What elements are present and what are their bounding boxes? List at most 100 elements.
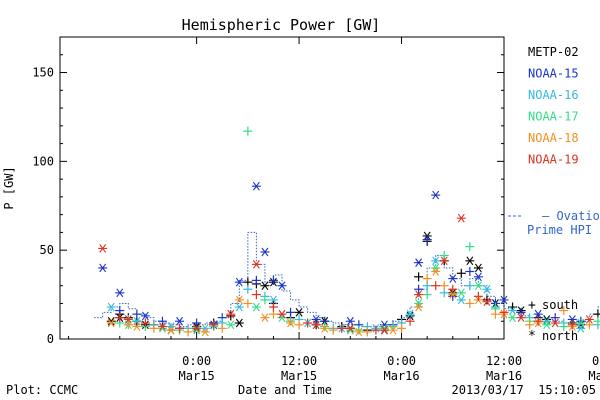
y-tick-label: 50 [40,243,54,257]
north-point [226,309,236,319]
north-point [157,324,167,333]
marker-legend-symbol: + [528,298,536,313]
y-tick-label: 0 [47,332,54,346]
north-point [456,288,466,298]
north-point [192,325,202,335]
north-point [542,315,552,324]
south-point [328,325,338,335]
north-point [465,256,475,266]
marker-legend-label: north [542,329,578,343]
south-point [115,313,125,323]
ovation-series [94,231,600,328]
south-point [320,322,330,332]
north-point [106,316,116,326]
south-point [251,290,261,300]
south-point [414,284,424,294]
south-point [465,242,475,252]
x-tick-label-time: 12:00 [486,354,522,368]
north-point [448,274,458,283]
south-point [123,320,133,330]
north-point [482,297,492,307]
north-point [584,315,594,324]
marker-legend-symbol: * [528,329,536,344]
south-point [183,327,193,337]
north-point [482,284,492,294]
south-point [260,295,270,305]
south-point [294,320,304,330]
south-point [414,272,424,282]
north-point [405,311,415,321]
south-point [593,316,600,326]
north-point [234,295,244,305]
north-point [175,316,185,326]
south-point [465,298,475,308]
x-tick-label-time: 0:00 [387,354,416,368]
south-point [490,309,500,319]
south-point [550,313,560,323]
south-point [593,309,600,319]
north-point [98,263,108,273]
south-point [456,268,466,278]
north-point [516,313,526,323]
north-point [388,325,398,335]
north-point [473,281,483,291]
north-point [508,306,518,315]
north-point [286,318,296,328]
x-tick-label-date: Mar17 [588,369,600,383]
north-point [132,322,142,331]
south-point [354,325,364,335]
north-point [260,281,270,291]
north-point [260,313,270,323]
footer-timestamp: 2013/03/17 15:10:05 [452,383,597,397]
south-point [362,327,372,337]
south-point [243,284,253,294]
legend-entry: NOAA-19 [528,153,579,167]
south-point [422,290,432,300]
north-point [354,327,364,337]
north-point [379,325,389,335]
x-axis: 0:00Mar1512:00Mar150:00Mar1612:00Mar160:… [68,37,600,383]
south-point [576,316,586,326]
south-point [431,281,441,291]
south-point [337,323,347,333]
south-point [268,275,278,285]
north-point [140,311,150,321]
south-point [209,320,219,330]
x-axis-label: Date and Time [238,383,332,397]
plot-area-frame [59,36,505,340]
south-point [371,325,381,335]
north-point [345,324,355,333]
north-point [576,318,586,328]
x-tick-label-time: 0:00 [592,354,600,368]
south-point [422,274,432,284]
north-point [277,281,287,291]
north-point [345,316,355,326]
data-points [98,126,600,337]
north-point [499,295,509,305]
south-point [243,126,253,136]
x-tick-label-time: 0:00 [182,354,211,368]
south-point [439,281,449,291]
north-point [106,318,116,328]
north-point [200,327,210,337]
south-point [132,309,142,319]
north-point [234,302,244,312]
north-point [439,256,449,266]
south-point [559,322,569,332]
north-point [542,320,552,330]
legend: METP-02 NOAA-15 NOAA-16 NOAA-17 NOAA-18 NOAA-… [508,45,600,344]
north-point [414,302,424,312]
north-point [98,244,108,253]
y-tick-label: 100 [32,154,54,168]
north-point [260,247,270,257]
south-point [465,281,475,291]
south-point [268,302,278,312]
legend-entry: NOAA-18 [528,131,579,145]
ovation-legend-label-2: Prime HPI [527,223,592,237]
south-point [243,298,253,308]
south-point [226,311,236,321]
north-point [508,313,518,323]
x-tick-label-date: Mar15 [179,369,215,383]
south-point [251,275,261,285]
